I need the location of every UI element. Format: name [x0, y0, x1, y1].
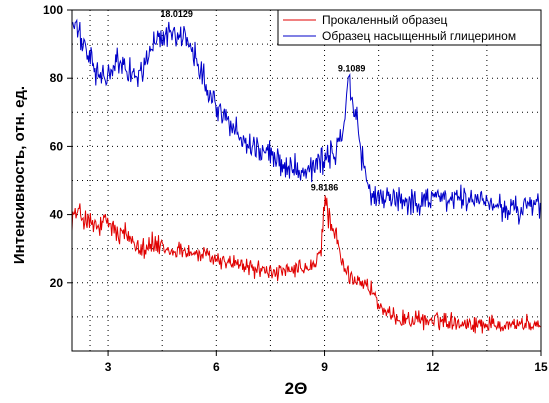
legend-label-0: Прокаленный образец [322, 13, 448, 27]
legend-box [277, 9, 542, 46]
peak-label: 9.8186 [311, 183, 339, 193]
series-layer [71, 18, 541, 334]
x-tick-label: 6 [213, 360, 220, 374]
y-tick-label: 60 [50, 139, 64, 153]
x-tick-label: 12 [426, 360, 440, 374]
peak-label: 18.0129 [160, 9, 193, 19]
x-axis-title: 2Θ [285, 379, 308, 398]
y-tick-label: 80 [50, 71, 64, 85]
y-axis-ticks: 20 40 60 80 100 [43, 3, 72, 290]
y-tick-label: 100 [43, 3, 63, 17]
series-line-1 [71, 18, 541, 225]
peak-annotations: 9.8186 9.1089 18.0129 [160, 9, 365, 193]
x-tick-label: 9 [321, 360, 328, 374]
series-line-0 [71, 195, 541, 334]
legend: Прокаленный образец Образец насыщенный гл… [277, 9, 542, 46]
y-tick-label: 20 [50, 276, 64, 290]
x-tick-label: 15 [534, 360, 548, 374]
y-tick-label: 40 [50, 208, 64, 222]
x-tick-label: 3 [105, 360, 112, 374]
y-axis-title: Интенсивность, отн. ед. [11, 86, 28, 264]
peak-label: 9.1089 [338, 63, 366, 73]
x-axis-ticks: 3 6 9 12 15 [105, 351, 548, 374]
legend-label-1: Образец насыщенный глицерином [322, 29, 516, 43]
